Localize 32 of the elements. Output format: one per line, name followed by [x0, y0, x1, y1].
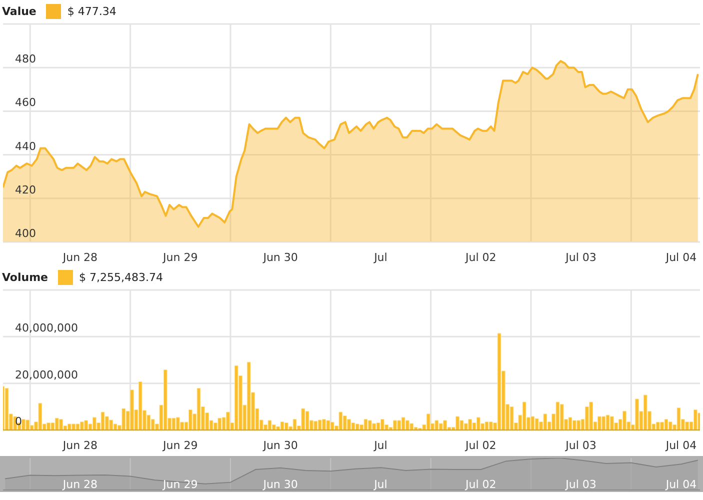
text: $ 7,255,483.74: [79, 270, 163, 284]
x-tick-label: Jul 03: [564, 251, 596, 264]
x-tick-label: Jun 29: [162, 439, 198, 452]
x-tick-label: Jul 03: [564, 478, 596, 491]
x-tick-label: Jun 30: [262, 478, 298, 491]
y-tick-label: 400: [15, 227, 36, 240]
legend-label: Value: [2, 4, 36, 18]
x-tick-label: Jun 30: [262, 439, 298, 452]
text: $ 477.34: [67, 4, 116, 18]
x-tick-label: Jun 29: [162, 478, 198, 491]
x-tick-label: Jul 02: [464, 478, 496, 491]
x-tick-label: Jul: [373, 251, 388, 264]
x-tick-label: Jul 04: [664, 478, 697, 491]
legend-label: Volume: [2, 270, 48, 284]
x-tick-label: Jul 03: [564, 439, 596, 452]
y-tick-label: 420: [15, 183, 36, 196]
x-tick-label: Jul: [373, 478, 388, 491]
x-tick-label: Jun 30: [262, 251, 298, 264]
y-tick-label: 440: [15, 140, 36, 153]
y-tick-label: 40,000,000: [15, 322, 78, 335]
y-tick-label: 20,000,000: [15, 368, 78, 382]
y-tick-label: 460: [15, 96, 36, 110]
x-tick-label: Jun 28: [62, 251, 98, 264]
x-tick-label: Jun 28: [62, 478, 98, 491]
x-tick-label: Jul 04: [664, 439, 697, 452]
x-tick-label: Jun 28: [62, 439, 98, 452]
x-tick-label: Jul 04: [664, 251, 697, 264]
x-tick-label: Jul 02: [464, 439, 496, 452]
y-tick-label: 480: [15, 52, 36, 66]
x-tick-label: Jul: [373, 439, 388, 452]
x-tick-label: Jul 02: [464, 251, 496, 264]
x-tick-label: Jun 29: [162, 251, 198, 264]
